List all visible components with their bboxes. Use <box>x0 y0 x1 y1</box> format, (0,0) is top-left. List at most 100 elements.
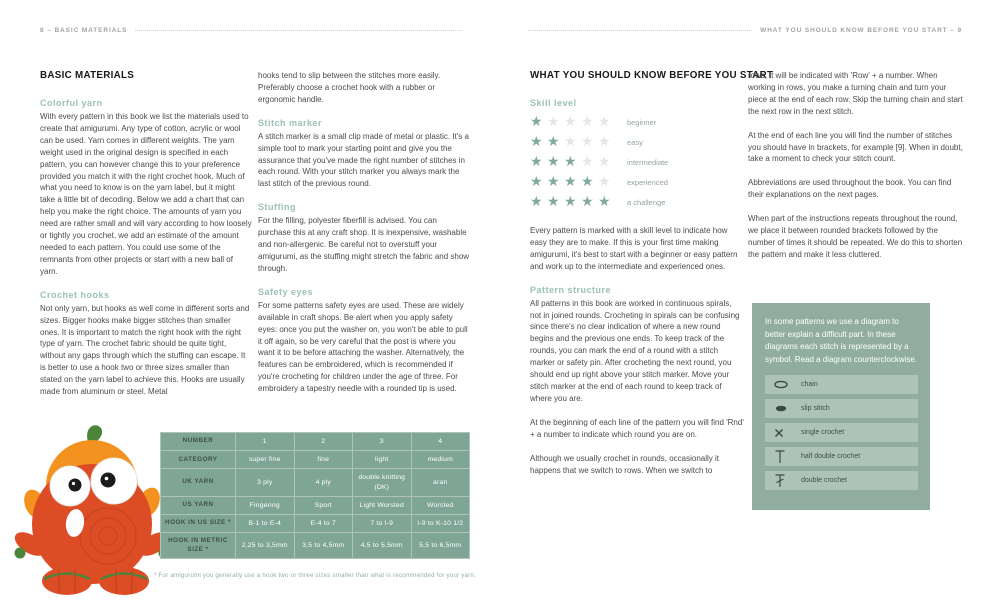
legend-row: double crochet <box>765 471 918 491</box>
running-head-right: WHAT YOU SHOULD KNOW BEFORE YOU START – … <box>520 27 962 34</box>
double-crochet-icon <box>773 473 801 488</box>
legend-label: chain <box>801 381 818 389</box>
table-cell: 3,5 to 4,5mm <box>293 532 353 560</box>
pattern-structure-text-1: All patterns in this book are worked in … <box>530 298 740 403</box>
skill-level-row: ★ ★ ★ ★ ★ a challenge <box>530 192 744 212</box>
skill-level-label: intermediate <box>627 157 669 167</box>
half-double-crochet-icon <box>773 449 801 464</box>
table-cell: 4 ply <box>293 468 353 497</box>
star-icon: ★ <box>547 114 560 130</box>
table-cell: aran <box>410 468 470 497</box>
pattern-structure-text-3: Although we usually crochet in rounds, o… <box>530 453 719 475</box>
star-icon: ★ <box>581 134 594 150</box>
skill-level-label: experienced <box>627 177 668 187</box>
legend-row: half double crochet <box>765 447 918 467</box>
table-cell: super fine <box>235 450 295 470</box>
diagram-info-box: In some patterns we use a diagram to bet… <box>752 303 930 510</box>
crochet-hooks-continued-text: hooks tend to slip between the stitches … <box>258 71 441 104</box>
table-row-label: NUMBER <box>160 431 236 452</box>
legend-label: half double crochet <box>801 453 861 461</box>
stuffing-heading: Stuffing <box>258 202 296 213</box>
crochet-hooks-heading: Crochet hooks <box>40 289 110 300</box>
table-cell: double knitting (DK) <box>352 468 412 497</box>
star-icon: ★ <box>564 174 577 190</box>
star-icon: ★ <box>598 114 611 130</box>
diagram-box-text: In some patterns we use a diagram to bet… <box>765 317 918 364</box>
star-icon: ★ <box>564 114 577 130</box>
stuffing-text: For the filling, polyester fiberfill is … <box>258 216 470 273</box>
skill-level-row: ★ ★ ★ ★ ★ easy <box>530 132 744 152</box>
legend-label: single crochet <box>801 429 845 437</box>
legend-row: chain <box>765 375 918 395</box>
table-cell: medium <box>410 450 470 470</box>
dotted-rule <box>528 30 753 31</box>
left-page-column-1: BASIC MATERIALS Colorful yarn With every… <box>40 70 252 434</box>
star-icon: ★ <box>530 114 543 130</box>
amigurumi-photo <box>12 420 170 600</box>
star-icon: ★ <box>564 134 577 150</box>
safety-eyes-text: For some patterns safety eyes are used. … <box>258 300 468 394</box>
table-row: NUMBER 1 2 3 4 <box>160 431 470 452</box>
page-number-right: WHAT YOU SHOULD KNOW BEFORE YOU START – … <box>760 27 962 34</box>
right-page-column-1: WHAT YOU SHOULD KNOW BEFORE YOU START Sk… <box>530 70 774 488</box>
running-head-left: 8 – BASIC MATERIALS <box>40 27 470 34</box>
skill-level-row: ★ ★ ★ ★ ★ intermediate <box>530 152 744 172</box>
table-cell: 3 ply <box>235 468 295 497</box>
colorful-yarn-text: With every pattern in this book we list … <box>40 112 252 276</box>
star-icon: ★ <box>598 174 611 190</box>
table-cell: I-9 to K-10 1/2 <box>410 513 470 534</box>
star-icon: ★ <box>598 134 611 150</box>
table-row-label: CATEGORY <box>160 450 236 470</box>
star-icon: ★ <box>581 114 594 130</box>
table-footnote: * For amigurumi you generally use a hook… <box>154 572 476 579</box>
yarn-weight-table: NUMBER 1 2 3 4 CATEGORY super fine fine light med… <box>160 431 470 560</box>
star-icon: ★ <box>547 174 560 190</box>
legend-label: slip stitch <box>801 405 830 413</box>
table-row-label: HOOK IN METRIC SIZE * <box>160 532 236 560</box>
table-cell: Sport <box>293 495 353 515</box>
legend-label: double crochet <box>801 477 847 485</box>
star-icon: ★ <box>547 194 560 210</box>
stitch-marker-text: A stitch marker is a small clip made of … <box>258 131 469 189</box>
table-cell: Fingering <box>235 495 295 515</box>
amigurumi-monster-illustration <box>14 425 170 595</box>
stitch-marker-heading: Stitch marker <box>258 117 323 128</box>
star-icon: ★ <box>581 154 594 170</box>
table-cell: light <box>352 450 412 470</box>
star-icon: ★ <box>530 154 543 170</box>
table-row: US YARN Fingering Sport Light Worsted Worste… <box>160 495 470 515</box>
safety-eyes-heading: Safety eyes <box>258 286 314 297</box>
skill-level-heading: Skill level <box>530 98 577 108</box>
table-cell: 4,5 to 5,5mm <box>352 532 412 560</box>
legend-row: slip stitch <box>765 399 918 419</box>
table-cell: E-4 to 7 <box>293 513 353 534</box>
table-cell: 1 <box>235 431 295 452</box>
table-cell: 7 to I-9 <box>352 513 412 534</box>
table-cell: Worsted <box>410 495 470 515</box>
table-cell: fine <box>293 450 353 470</box>
page-title: WHAT YOU SHOULD KNOW BEFORE YOU START <box>530 70 774 81</box>
table-cell: B-1 to E-4 <box>235 513 295 534</box>
table-row-label: HOOK IN US SIZE * <box>160 513 236 534</box>
single-crochet-icon <box>773 427 801 439</box>
page-title: BASIC MATERIALS <box>40 70 135 81</box>
abbreviations-text: Abbreviations are used throughout the bo… <box>748 178 952 200</box>
pattern-structure-heading: Pattern structure <box>530 284 612 295</box>
star-icon: ★ <box>530 194 543 210</box>
dotted-rule <box>135 30 462 31</box>
table-row-label: UK YARN <box>160 468 236 497</box>
skill-level-label: easy <box>627 137 643 147</box>
stitch-count-text: At the end of each line you will find th… <box>748 130 963 164</box>
star-icon: ★ <box>598 154 611 170</box>
table-cell: Light Worsted <box>352 495 412 515</box>
table-cell: 4 <box>410 431 470 452</box>
slip-stitch-icon <box>773 403 801 414</box>
star-icon: ★ <box>598 194 611 210</box>
table-row: HOOK IN METRIC SIZE * 2,25 to 3,5mm 3,5 to… <box>160 532 470 560</box>
right-page-column-2: rows, it will be indicated with 'Row' + … <box>748 70 963 273</box>
legend-row: single crochet <box>765 423 918 443</box>
stitch-symbol-legend: chain slip stitch single crochet half doubl… <box>765 375 918 491</box>
table-cell: 5,5 to 6,5mm <box>410 532 470 560</box>
table-cell: 2,25 to 3,5mm <box>235 532 295 560</box>
